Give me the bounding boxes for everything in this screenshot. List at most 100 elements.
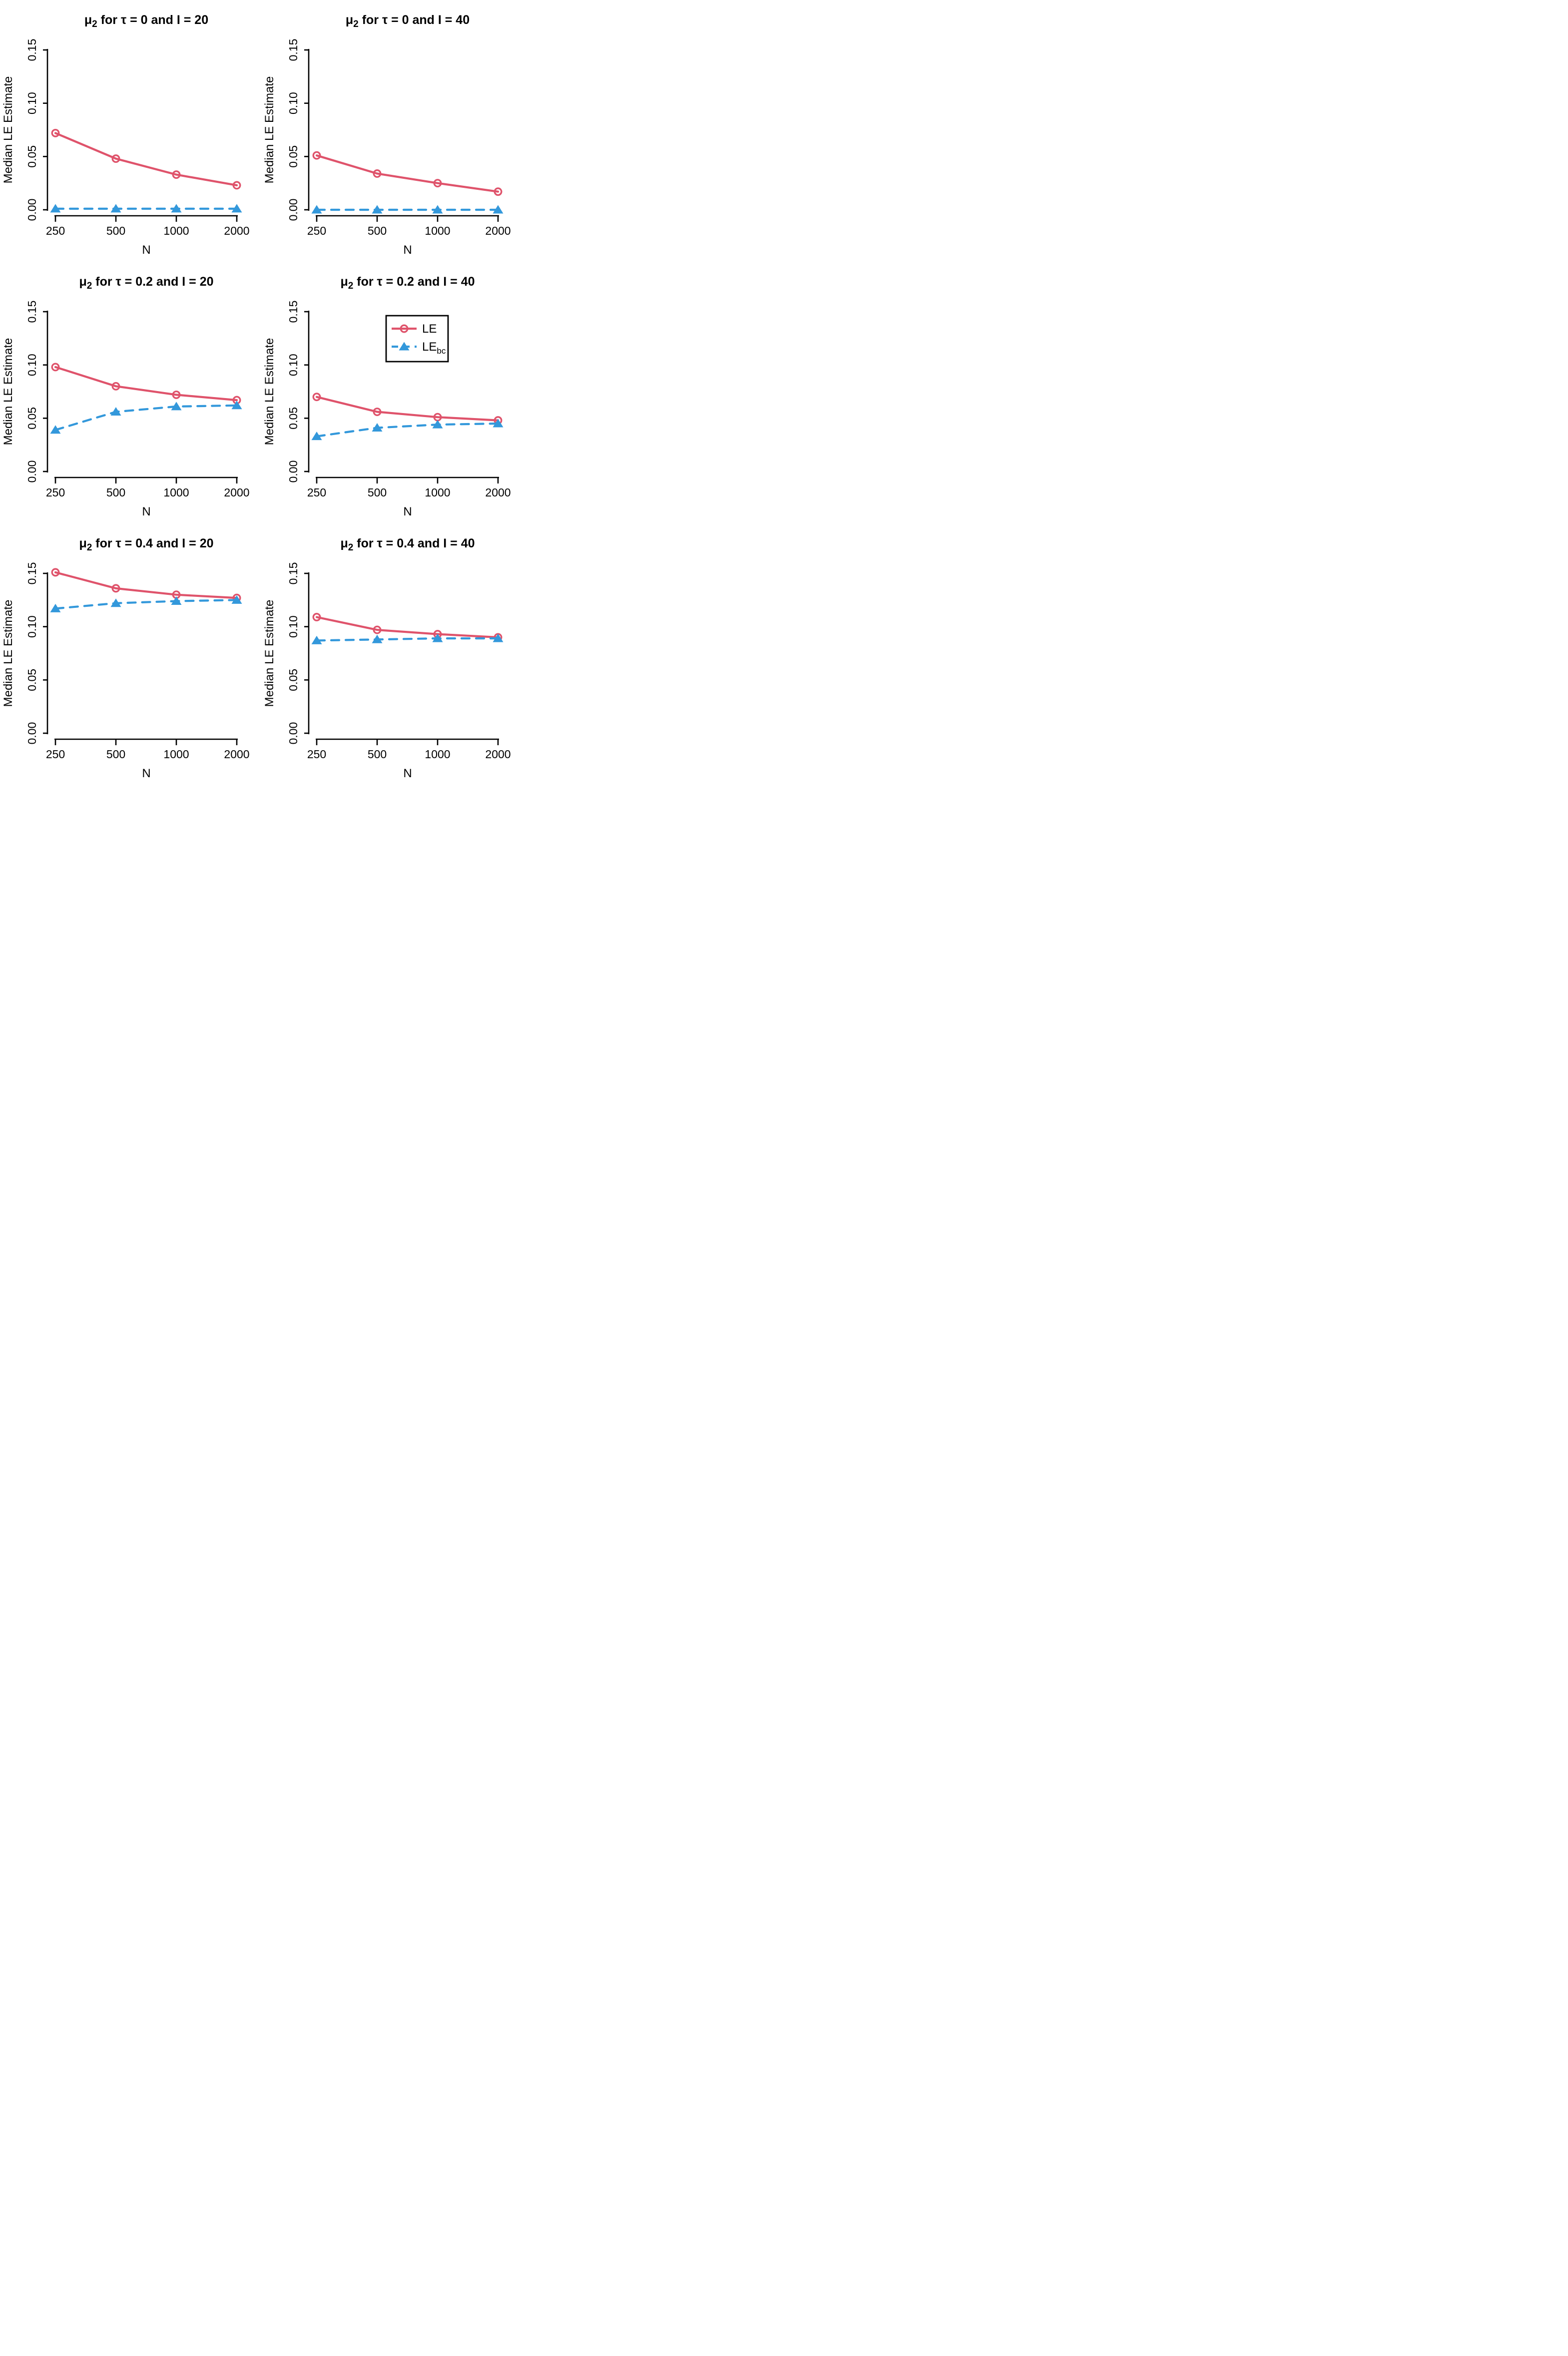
chart-tau0-i40: μ2 for τ = 0 and I = 40 0.00 0.05 0.10 0.15 2…	[263, 13, 511, 257]
marker-circle-LE	[232, 181, 241, 190]
x-tick-label: 1000	[425, 224, 450, 237]
panel-tau0-i40: μ2 for τ = 0 and I = 40 0.00 0.05 0.10 0.15 2…	[261, 0, 523, 262]
x-tick-label: 2000	[224, 486, 249, 499]
marker-triangle-LEbc	[372, 423, 383, 432]
marker-circle-LE	[433, 179, 442, 188]
marker-triangle-LEbc	[432, 633, 443, 642]
marker-circle-LE	[51, 568, 60, 577]
marker-triangle-LEbc	[311, 635, 322, 644]
chart-title: μ2 for τ = 0.4 and I = 40	[340, 536, 475, 553]
marker-circle-LE	[312, 151, 321, 160]
chart-title: μ2 for τ = 0.2 and I = 40	[340, 275, 475, 291]
marker-triangle-LEbc	[110, 204, 121, 213]
marker-triangle-LEbc	[372, 205, 383, 214]
y-tick-label: 0.15	[25, 39, 38, 61]
x-tick-label: 1000	[425, 486, 450, 499]
marker-circle-LE	[373, 169, 382, 178]
y-tick-label: 0.15	[25, 301, 38, 323]
figure-grid: μ2 for τ = 0 and I = 20 0.00 0.05 0.10 0.15 2…	[0, 0, 523, 785]
x-axis-title: N	[142, 243, 150, 257]
y-axis-title: Median LE Estimate	[1, 76, 15, 184]
chart-title: μ2 for τ = 0.4 and I = 20	[79, 536, 213, 553]
y-tick-label: 0.05	[25, 145, 38, 168]
x-tick-label: 250	[46, 224, 65, 237]
legend-marker-triangle	[399, 342, 410, 351]
chart-tau04-i20: μ2 for τ = 0.4 and I = 20 0.00 0.05 0.10 0.1…	[1, 536, 250, 780]
marker-triangle-LEbc	[110, 598, 121, 607]
x-axis-title: N	[403, 767, 412, 780]
y-axis-title: Median LE Estimate	[263, 600, 276, 707]
x-tick-label: 250	[307, 486, 326, 499]
marker-circle-LE	[51, 363, 60, 372]
x-tick-label: 1000	[425, 748, 450, 761]
x-axis-title: N	[403, 243, 412, 257]
y-tick-label: 0.00	[25, 461, 38, 483]
series-line-LEbc	[54, 599, 238, 610]
series-line-LE	[315, 616, 500, 639]
marker-triangle-LEbc	[171, 204, 182, 213]
panel-tau02-i20: μ2 for τ = 0.2 and I = 20 0.00 0.05 0.10 0.1…	[0, 262, 261, 523]
marker-circle-LE	[172, 170, 181, 179]
marker-circle-LE	[494, 187, 503, 196]
y-tick-label: 0.10	[287, 354, 300, 376]
chart-tau04-i40: μ2 for τ = 0.4 and I = 40 0.00 0.05 0.10 0.1…	[263, 536, 511, 780]
y-axis-title: Median LE Estimate	[1, 338, 15, 446]
panel-tau04-i40: μ2 for τ = 0.4 and I = 40 0.00 0.05 0.10 0.1…	[261, 523, 523, 785]
y-tick-label: 0.05	[25, 407, 38, 430]
series-line-LEbc	[54, 404, 238, 431]
x-tick-label: 250	[307, 748, 326, 761]
y-axis-title: Median LE Estimate	[1, 600, 15, 707]
y-tick-label: 0.10	[287, 92, 300, 114]
y-tick-label: 0.10	[287, 615, 300, 638]
y-tick-label: 0.05	[287, 669, 300, 691]
x-tick-label: 250	[46, 486, 65, 499]
y-tick-label: 0.15	[287, 301, 300, 323]
series-line-LE	[54, 132, 238, 186]
y-tick-label: 0.15	[287, 39, 300, 61]
chart-tau02-i40: μ2 for τ = 0.2 and I = 40 0.00 0.05 0.10 0.1…	[263, 275, 511, 518]
y-tick-label: 0.00	[25, 722, 38, 745]
marker-triangle-LEbc	[311, 432, 322, 441]
chart-title: μ2 for τ = 0 and I = 40	[346, 13, 470, 29]
marker-triangle-LEbc	[372, 634, 383, 643]
y-tick-label: 0.00	[287, 199, 300, 221]
y-axis-title: Median LE Estimate	[263, 338, 276, 446]
marker-circle-LE	[312, 393, 321, 402]
y-tick-label: 0.15	[25, 562, 38, 585]
x-tick-label: 2000	[224, 224, 249, 237]
x-tick-label: 500	[368, 748, 387, 761]
x-tick-label: 1000	[163, 486, 189, 499]
marker-triangle-LEbc	[493, 205, 504, 214]
x-axis-title: N	[142, 505, 150, 518]
x-tick-label: 2000	[485, 748, 511, 761]
panel-tau04-i20: μ2 for τ = 0.4 and I = 20 0.00 0.05 0.10 0.1…	[0, 523, 261, 785]
x-tick-label: 1000	[163, 224, 189, 237]
y-tick-label: 0.10	[25, 354, 38, 376]
series-line-LE	[54, 366, 238, 402]
marker-triangle-LEbc	[231, 595, 242, 604]
y-tick-label: 0.05	[25, 669, 38, 691]
y-tick-label: 0.00	[287, 461, 300, 483]
marker-triangle-LEbc	[432, 420, 443, 429]
marker-circle-LE	[111, 154, 120, 163]
x-tick-label: 2000	[485, 224, 511, 237]
series-line-LE	[315, 396, 500, 422]
marker-circle-LE	[111, 382, 120, 391]
marker-triangle-LEbc	[231, 204, 242, 213]
y-tick-label: 0.10	[25, 615, 38, 638]
marker-circle-LE	[373, 408, 382, 416]
marker-triangle-LEbc	[50, 425, 61, 434]
x-tick-label: 500	[106, 748, 125, 761]
x-tick-label: 1000	[163, 748, 189, 761]
marker-circle-LE	[312, 613, 321, 621]
marker-circle-LE	[51, 128, 60, 137]
panel-tau0-i20: μ2 for τ = 0 and I = 20 0.00 0.05 0.10 0.15 2…	[0, 0, 261, 262]
y-axis-title: Median LE Estimate	[263, 76, 276, 184]
legend: LE LEbc	[385, 315, 449, 363]
x-tick-label: 2000	[485, 486, 511, 499]
legend-label-LE: LE	[422, 322, 437, 336]
x-tick-label: 500	[368, 224, 387, 237]
chart-tau0-i20: μ2 for τ = 0 and I = 20 0.00 0.05 0.10 0.15 2…	[1, 13, 250, 257]
y-tick-label: 0.00	[287, 722, 300, 745]
x-tick-label: 500	[106, 224, 125, 237]
